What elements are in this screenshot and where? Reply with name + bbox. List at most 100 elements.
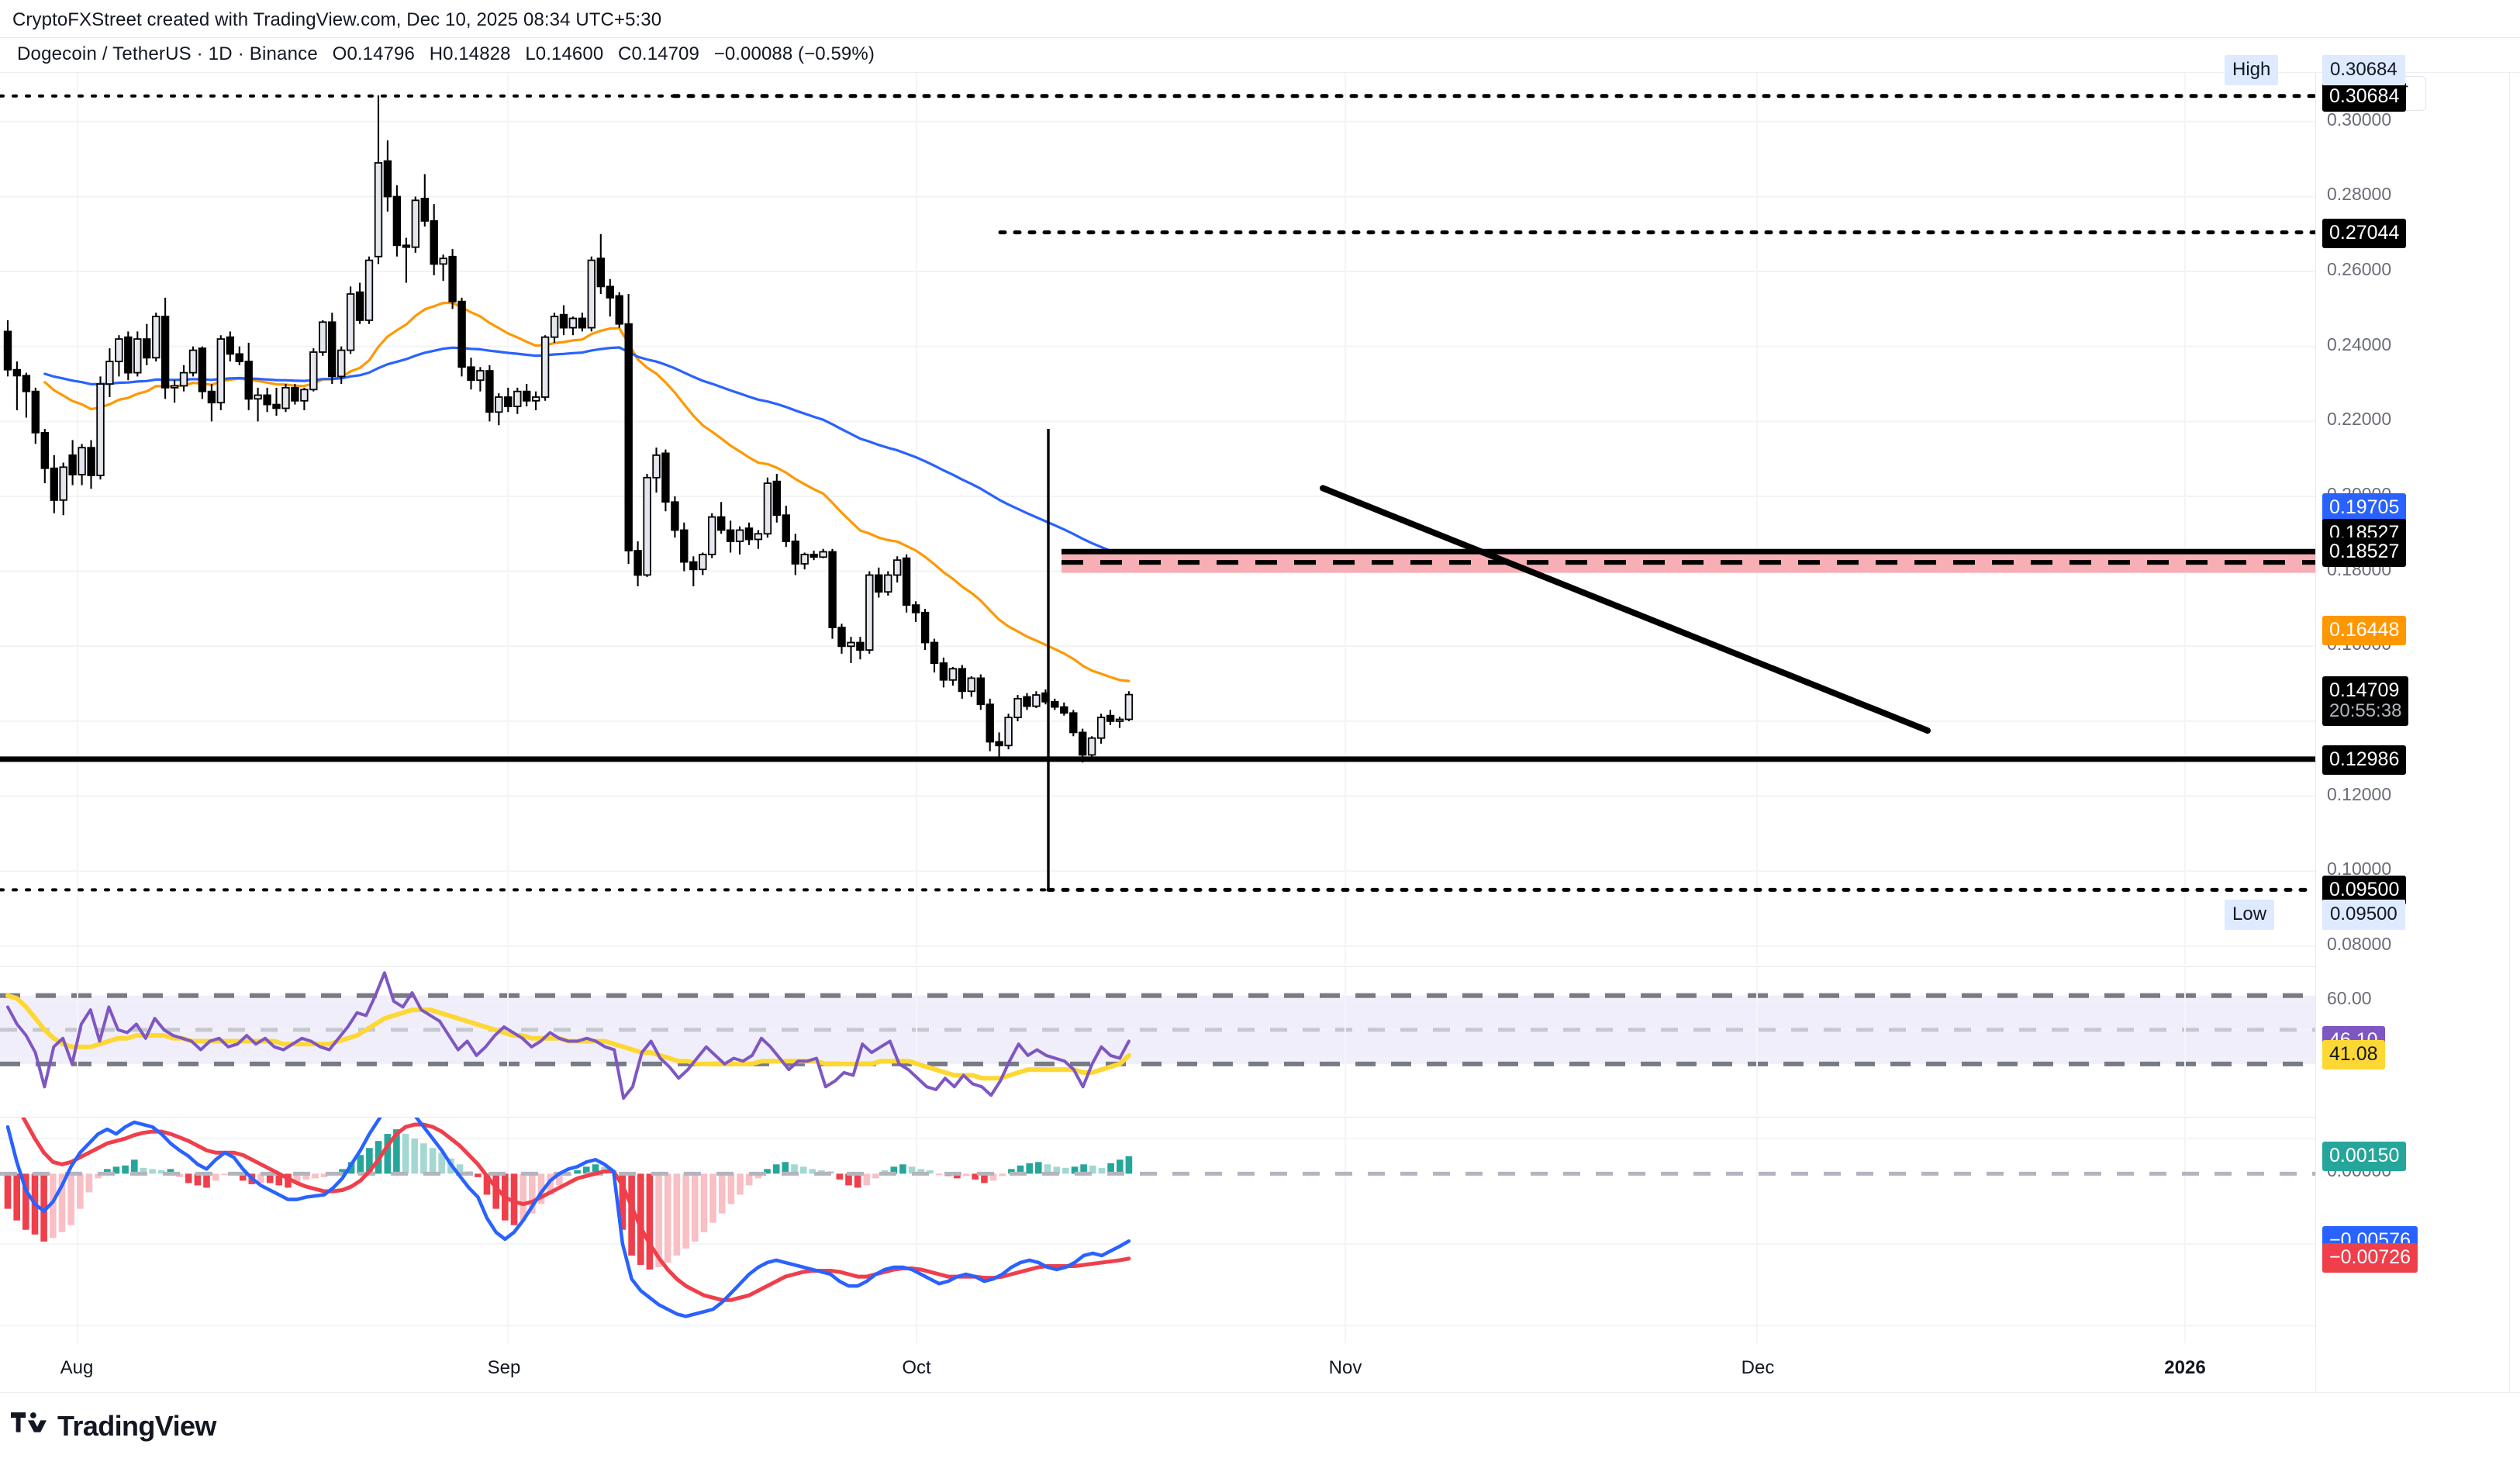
macd-panel[interactable]	[0, 1117, 2315, 1343]
candle-body	[59, 466, 67, 501]
macd-histogram-bar	[339, 1169, 346, 1174]
macd-histogram-bar	[899, 1164, 906, 1174]
time-axis-label: Sep	[487, 1357, 521, 1378]
time-axis-label: 2026	[2164, 1357, 2206, 1378]
candle-body	[68, 454, 77, 475]
tag-support-129[interactable]: 0.12986	[2322, 745, 2407, 775]
macd-histogram-bar	[935, 1173, 943, 1176]
tag-ema-orange[interactable]: 0.16448	[2322, 615, 2407, 645]
candle-body	[671, 501, 679, 531]
tag-high-line[interactable]: 0.30684	[2322, 81, 2407, 112]
macd-histogram-bar	[782, 1162, 789, 1174]
candle-body	[717, 516, 726, 531]
tag-rsi-ma[interactable]: 41.08	[2322, 1039, 2385, 1069]
macd-panel-svg	[0, 1118, 2315, 1343]
candle-body	[893, 559, 902, 576]
macd-histogram-bar	[727, 1173, 735, 1204]
candle-body	[819, 551, 827, 558]
candle-body	[495, 396, 503, 413]
candle-body	[198, 347, 207, 392]
tag-macd-hist[interactable]: 0.00150	[2322, 1141, 2407, 1171]
macd-histogram-bar	[366, 1148, 373, 1174]
candle-body	[884, 574, 892, 593]
candle-body	[523, 390, 531, 402]
macd-histogram-bar	[4, 1173, 12, 1209]
macd-histogram-bar	[628, 1173, 635, 1256]
price-axis-tick: 0.24000	[2327, 333, 2392, 354]
candle-body	[327, 321, 337, 378]
macd-histogram-bar	[917, 1169, 924, 1174]
candle-body	[763, 482, 772, 535]
candle-body	[587, 259, 596, 329]
macd-histogram	[4, 1129, 1133, 1270]
price-axis-tick: 0.28000	[2327, 184, 2392, 205]
rsi-line	[6, 971, 1131, 1100]
tag-level-185-b[interactable]: 0.18527	[2322, 537, 2407, 568]
candle-body	[3, 330, 12, 371]
plot-area[interactable]	[0, 73, 2315, 1343]
descending-trendline[interactable]	[1320, 485, 1931, 734]
rsi-panel[interactable]	[0, 966, 2315, 1115]
price-axis[interactable]: USDT 0.300000.280000.260000.240000.22000…	[2225, 54, 2520, 1343]
macd-histogram-bar	[475, 1173, 482, 1177]
candle-body	[254, 394, 262, 400]
candle-body	[513, 390, 522, 407]
macd-histogram-bar	[22, 1173, 29, 1230]
macd-histogram-bar	[149, 1169, 156, 1174]
candle-body	[476, 370, 485, 382]
candle-body	[12, 368, 22, 377]
tag-last-price[interactable]: 0.14709 20:55:38	[2322, 676, 2409, 726]
candle-body	[550, 316, 559, 338]
price-tag-value: 41.08	[2329, 1042, 2378, 1065]
macd-histogram-bar	[67, 1173, 74, 1225]
price-tag-value: 0.16448	[2329, 618, 2400, 641]
candle-body	[188, 349, 198, 374]
candle-body	[986, 703, 994, 743]
macd-histogram-bar	[275, 1173, 283, 1186]
candle-body	[540, 336, 550, 398]
candle-body	[744, 527, 754, 541]
macd-histogram-bar	[13, 1173, 20, 1221]
macd-line	[5, 1118, 1131, 1318]
candle-body	[902, 557, 911, 606]
candle-body	[1004, 717, 1013, 747]
candle-body	[300, 389, 309, 402]
macd-histogram-bar	[890, 1166, 898, 1174]
candle-body	[578, 317, 587, 329]
time-axis[interactable]: Aug Sep Oct Nov Dec 2026	[0, 1343, 2520, 1393]
axis-right-edge	[2509, 73, 2520, 1343]
tag-ema-blue[interactable]: 0.19705	[2322, 493, 2407, 523]
macd-histogram-bar	[836, 1173, 844, 1180]
legend-symbol[interactable]: Dogecoin / TetherUS · 1D · Binance	[17, 43, 318, 64]
ema-fast-line	[43, 301, 1131, 682]
macd-histogram-bar	[1107, 1163, 1114, 1174]
candle-body	[281, 386, 290, 409]
tag-macd-signal[interactable]: −0.00726	[2322, 1243, 2418, 1273]
candle-body	[708, 516, 716, 555]
macd-histogram-bar	[745, 1173, 753, 1186]
candle-body	[207, 390, 216, 404]
macd-histogram-bar	[737, 1173, 744, 1195]
price-axis-tick: 0.12000	[2327, 783, 2392, 804]
candle-body	[568, 317, 578, 329]
candle-body	[355, 291, 364, 321]
high-marker-label: High	[2225, 54, 2279, 85]
tag-resistance-270[interactable]: 0.27044	[2322, 218, 2407, 248]
macd-histogram-bar	[212, 1173, 219, 1181]
candle-body	[976, 677, 986, 706]
macd-histogram-bar	[520, 1173, 526, 1221]
price-tag-value: 0.12986	[2329, 748, 2400, 770]
price-panel[interactable]	[0, 73, 2315, 965]
macd-histogram-bar	[754, 1173, 762, 1179]
price-axis-tick: 0.30000	[2327, 109, 2392, 130]
candle-body	[699, 554, 707, 571]
low-marker-label: Low	[2225, 900, 2275, 931]
macd-histogram-bar	[863, 1173, 871, 1186]
candle-body	[133, 338, 142, 374]
price-tag-value: 0.14709	[2329, 679, 2400, 701]
candle-body	[105, 361, 114, 385]
candle-body	[1069, 712, 1078, 734]
macd-histogram-bar	[1089, 1165, 1096, 1174]
macd-histogram-bar	[1035, 1162, 1042, 1174]
macd-histogram-bar	[664, 1173, 671, 1263]
